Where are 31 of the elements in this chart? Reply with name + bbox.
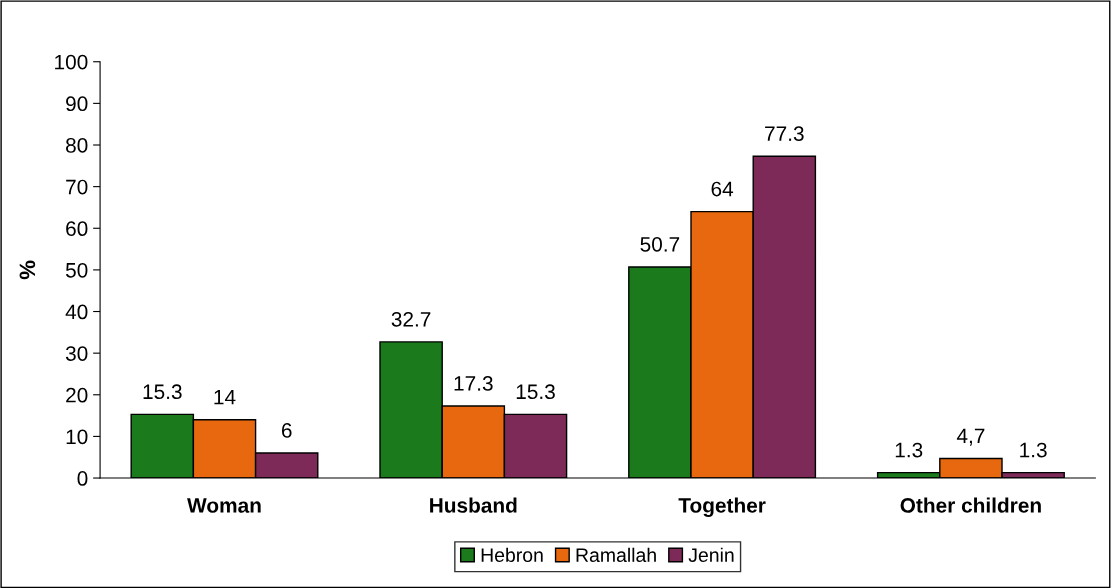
y-tick-label: 100 — [55, 54, 88, 70]
y-axis-title: % — [19, 260, 36, 280]
data-label: 50.7 — [640, 237, 680, 252]
data-label: 77.3 — [765, 126, 804, 142]
legend-label: Ramallah — [576, 547, 656, 562]
data-label: 1.3 — [895, 442, 923, 458]
y-tick-label: 90 — [66, 96, 88, 112]
legend-label: Hebron — [481, 547, 543, 562]
data-label: 14 — [214, 389, 236, 405]
y-tick-label: 40 — [65, 304, 88, 320]
data-label: 64 — [711, 181, 734, 197]
data-label: 15.3 — [516, 384, 555, 400]
y-tick-label: 10 — [66, 429, 88, 445]
data-label: 4,7 — [956, 428, 985, 446]
data-label: 17.3 — [454, 376, 493, 391]
data-label: 15.3 — [143, 384, 182, 400]
data-label: 6 — [281, 423, 292, 438]
x-tick-label: Woman — [187, 498, 261, 513]
y-tick-label: 30 — [65, 346, 88, 361]
y-tick-label: 70 — [66, 179, 88, 195]
y-tick-label: 50 — [65, 262, 88, 278]
data-label: 32.7 — [391, 311, 431, 327]
legend-label: Jenin — [688, 547, 734, 562]
y-tick-label: 0 — [77, 471, 88, 486]
y-tick-label: 80 — [66, 138, 88, 153]
x-tick-label: Other children — [900, 497, 1041, 513]
y-tick-label: 60 — [66, 221, 88, 237]
data-label: 1.3 — [1020, 442, 1047, 458]
y-tick-label: 20 — [66, 387, 88, 403]
x-tick-label: Together — [678, 497, 766, 517]
x-tick-label: Husband — [430, 497, 517, 513]
